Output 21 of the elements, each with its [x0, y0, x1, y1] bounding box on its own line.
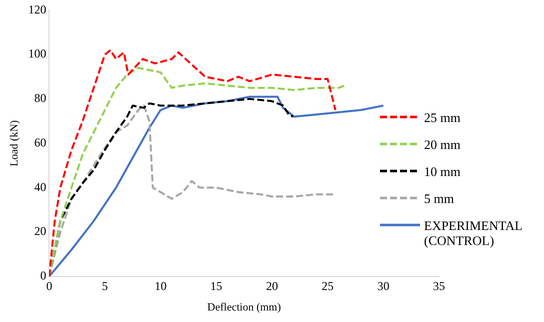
- y-tick-label: 100: [28, 46, 46, 61]
- x-axis-title: Deflection (mm): [207, 301, 282, 314]
- x-tick-label: 15: [210, 278, 222, 293]
- y-axis-title: Load (kN): [8, 120, 20, 166]
- y-tick-label: 60: [34, 135, 46, 150]
- y-tick-label: 80: [34, 91, 46, 106]
- x-tick-label: 30: [377, 278, 390, 293]
- y-tick-label: 0: [40, 268, 46, 283]
- y-tick-label: 120: [28, 2, 46, 16]
- x-tick-label: 10: [154, 278, 167, 293]
- legend-label: 5 mm: [424, 191, 455, 206]
- legend-label: EXPERIMENTAL (CONTROL): [424, 218, 524, 248]
- y-tick-label: 40: [34, 180, 46, 194]
- legend-label: 20 mm: [424, 137, 462, 152]
- x-tick-label: 35: [433, 278, 445, 293]
- x-tick-label: 5: [102, 278, 108, 293]
- legend-label: 10 mm: [424, 164, 462, 179]
- x-tick-label: 20: [266, 278, 278, 293]
- y-tick-label: 20: [34, 224, 46, 238]
- legend-label: 25 mm: [424, 110, 462, 125]
- x-tick-label: 25: [322, 278, 334, 293]
